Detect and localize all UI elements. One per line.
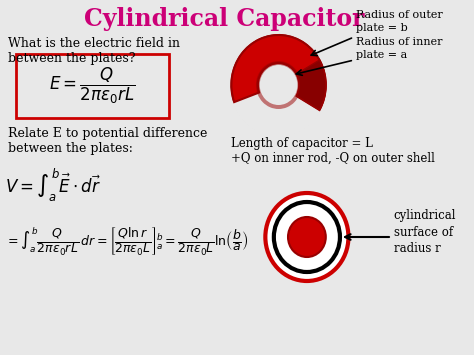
Text: $V = \int_a^b \vec{E} \cdot d\vec{r}$: $V = \int_a^b \vec{E} \cdot d\vec{r}$ — [5, 167, 101, 204]
Wedge shape — [297, 60, 326, 110]
Text: Radius of outer
plate = b
Radius of inner
plate = a: Radius of outer plate = b Radius of inne… — [356, 10, 443, 60]
Text: Cylindrical Capacitor: Cylindrical Capacitor — [83, 7, 364, 31]
Wedge shape — [256, 61, 301, 109]
Wedge shape — [231, 35, 326, 110]
Circle shape — [274, 202, 340, 272]
Circle shape — [288, 217, 326, 257]
Text: $E = \dfrac{Q}{2\pi\varepsilon_0 rL}$: $E = \dfrac{Q}{2\pi\varepsilon_0 rL}$ — [49, 66, 136, 106]
Text: $= \int_a^b \dfrac{Q}{2\pi\varepsilon_0 rL}\,dr= \left[\dfrac{Q\ln r}{2\pi\varep: $= \int_a^b \dfrac{Q}{2\pi\varepsilon_0 … — [5, 225, 248, 257]
Text: Length of capacitor = L
+Q on inner rod, -Q on outer shell: Length of capacitor = L +Q on inner rod,… — [231, 137, 435, 165]
Wedge shape — [232, 92, 321, 137]
Text: cylindrical
surface of
radius r: cylindrical surface of radius r — [394, 208, 456, 256]
Text: Relate E to potential difference
between the plates:: Relate E to potential difference between… — [8, 127, 207, 155]
Circle shape — [265, 193, 348, 281]
Text: What is the electric field in
between the plates?: What is the electric field in between th… — [8, 37, 180, 65]
FancyBboxPatch shape — [16, 54, 169, 118]
Wedge shape — [231, 35, 326, 135]
